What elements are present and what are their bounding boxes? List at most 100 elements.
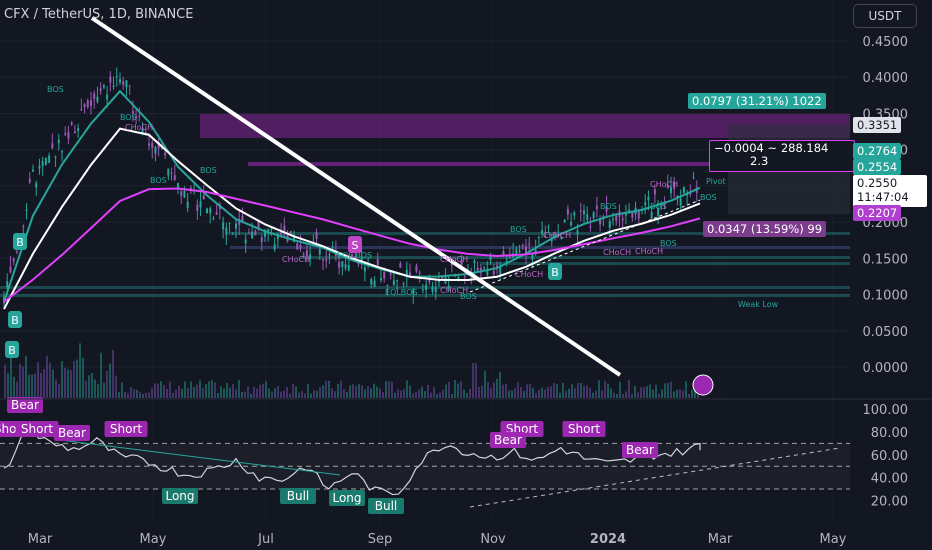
candle-body xyxy=(560,237,563,240)
osc-annotation: Short xyxy=(21,422,53,436)
volume-bar xyxy=(682,390,684,398)
candle-body xyxy=(247,232,250,234)
candle-body xyxy=(351,254,353,259)
moving-averages xyxy=(3,89,701,310)
volume-bar xyxy=(511,390,513,398)
currency-button[interactable]: USDT xyxy=(853,4,917,28)
candle-body xyxy=(6,281,9,288)
volume-bar xyxy=(148,392,150,398)
signal-marker xyxy=(8,311,22,328)
volume-bar xyxy=(508,390,510,398)
candle-body xyxy=(54,156,57,158)
y-tick-label: 0.0000 xyxy=(863,361,909,376)
candle-body xyxy=(73,131,76,134)
volume-bar xyxy=(385,381,387,398)
candle-body xyxy=(657,208,660,216)
structure-label: BOS xyxy=(650,202,667,211)
volume-bar xyxy=(280,391,282,398)
volume-bar xyxy=(286,386,288,398)
volume-bar xyxy=(691,389,693,398)
volume-bar xyxy=(10,357,12,398)
candle-body xyxy=(338,262,341,268)
volume-bar xyxy=(523,390,525,398)
volume-bar xyxy=(643,387,645,398)
volume-bar xyxy=(400,390,402,398)
volume-bar xyxy=(226,383,228,398)
candle-body xyxy=(515,249,518,256)
candle-body xyxy=(489,256,492,261)
candle-body xyxy=(347,264,350,271)
signal-label: B xyxy=(16,236,24,249)
volume-bar xyxy=(361,385,363,398)
volume-bar xyxy=(481,385,483,398)
volume-bar xyxy=(259,384,261,398)
volume-bar xyxy=(193,387,195,398)
osc-tick-label: 100.00 xyxy=(863,403,909,418)
volume-bar xyxy=(655,384,657,398)
structure-label: BOS xyxy=(600,202,617,211)
structure-label: CHoCH xyxy=(650,180,678,189)
last-price: 0.2550 xyxy=(857,176,898,190)
volume-bar xyxy=(25,355,27,398)
candle-body xyxy=(441,276,444,280)
volume-bar xyxy=(106,370,108,398)
volume-bar xyxy=(166,388,168,398)
volume-bar xyxy=(601,390,603,398)
structure-label: Weak Low xyxy=(738,300,779,309)
structure-label: BOS xyxy=(700,193,717,202)
candle-body xyxy=(566,208,569,215)
candle-body xyxy=(637,211,640,219)
volume-bar xyxy=(547,387,549,398)
candle-body xyxy=(644,202,647,205)
candle-body xyxy=(508,256,511,258)
osc-annotation-box xyxy=(368,498,404,514)
volume-bar xyxy=(463,389,465,398)
volume-bar xyxy=(211,380,213,398)
volume-bar xyxy=(418,389,420,398)
candle-body xyxy=(434,287,437,293)
signal-marker xyxy=(348,236,362,253)
volume-bar xyxy=(688,393,690,398)
candle-body xyxy=(296,243,299,250)
candle-body xyxy=(93,93,96,99)
volume-bar xyxy=(661,389,663,398)
volume-bar xyxy=(619,381,621,398)
ema-slow xyxy=(3,127,701,310)
measure-tag-lower: 0.0347 (13.59%) 99 xyxy=(703,221,827,237)
candle-body xyxy=(579,210,582,212)
volume-bar xyxy=(322,385,324,398)
candle-body xyxy=(289,231,292,235)
volume-bar xyxy=(136,389,138,398)
volume-bar xyxy=(328,380,330,398)
candle-body xyxy=(135,116,138,119)
volume-bar xyxy=(73,360,75,398)
volume-bar xyxy=(697,391,699,398)
candle-body xyxy=(115,75,118,77)
volume-bar xyxy=(673,391,675,398)
candle-body xyxy=(541,229,544,234)
structure-label: BOS xyxy=(120,113,137,122)
osc-annotation: Bear xyxy=(58,426,86,440)
candle-body xyxy=(653,189,656,195)
volume-bar xyxy=(268,388,270,398)
volume-bar xyxy=(190,381,192,398)
volume-bar xyxy=(664,383,666,398)
candle-body xyxy=(376,259,379,265)
candle-body xyxy=(131,111,134,114)
volume-bar xyxy=(22,366,24,398)
candle-body xyxy=(457,276,460,279)
candle-body xyxy=(550,239,553,242)
volume-bar xyxy=(151,388,153,398)
candle-body xyxy=(206,208,208,214)
signal-marker xyxy=(5,341,19,358)
level-band xyxy=(300,256,850,259)
volume-bar xyxy=(358,384,360,398)
volume-bar xyxy=(658,393,660,398)
volume-bar xyxy=(298,392,300,398)
candle-body xyxy=(389,273,392,275)
signal-marker xyxy=(548,263,562,280)
volume-bar xyxy=(115,375,117,398)
candle-body xyxy=(212,218,215,220)
volume-bar xyxy=(388,381,390,398)
